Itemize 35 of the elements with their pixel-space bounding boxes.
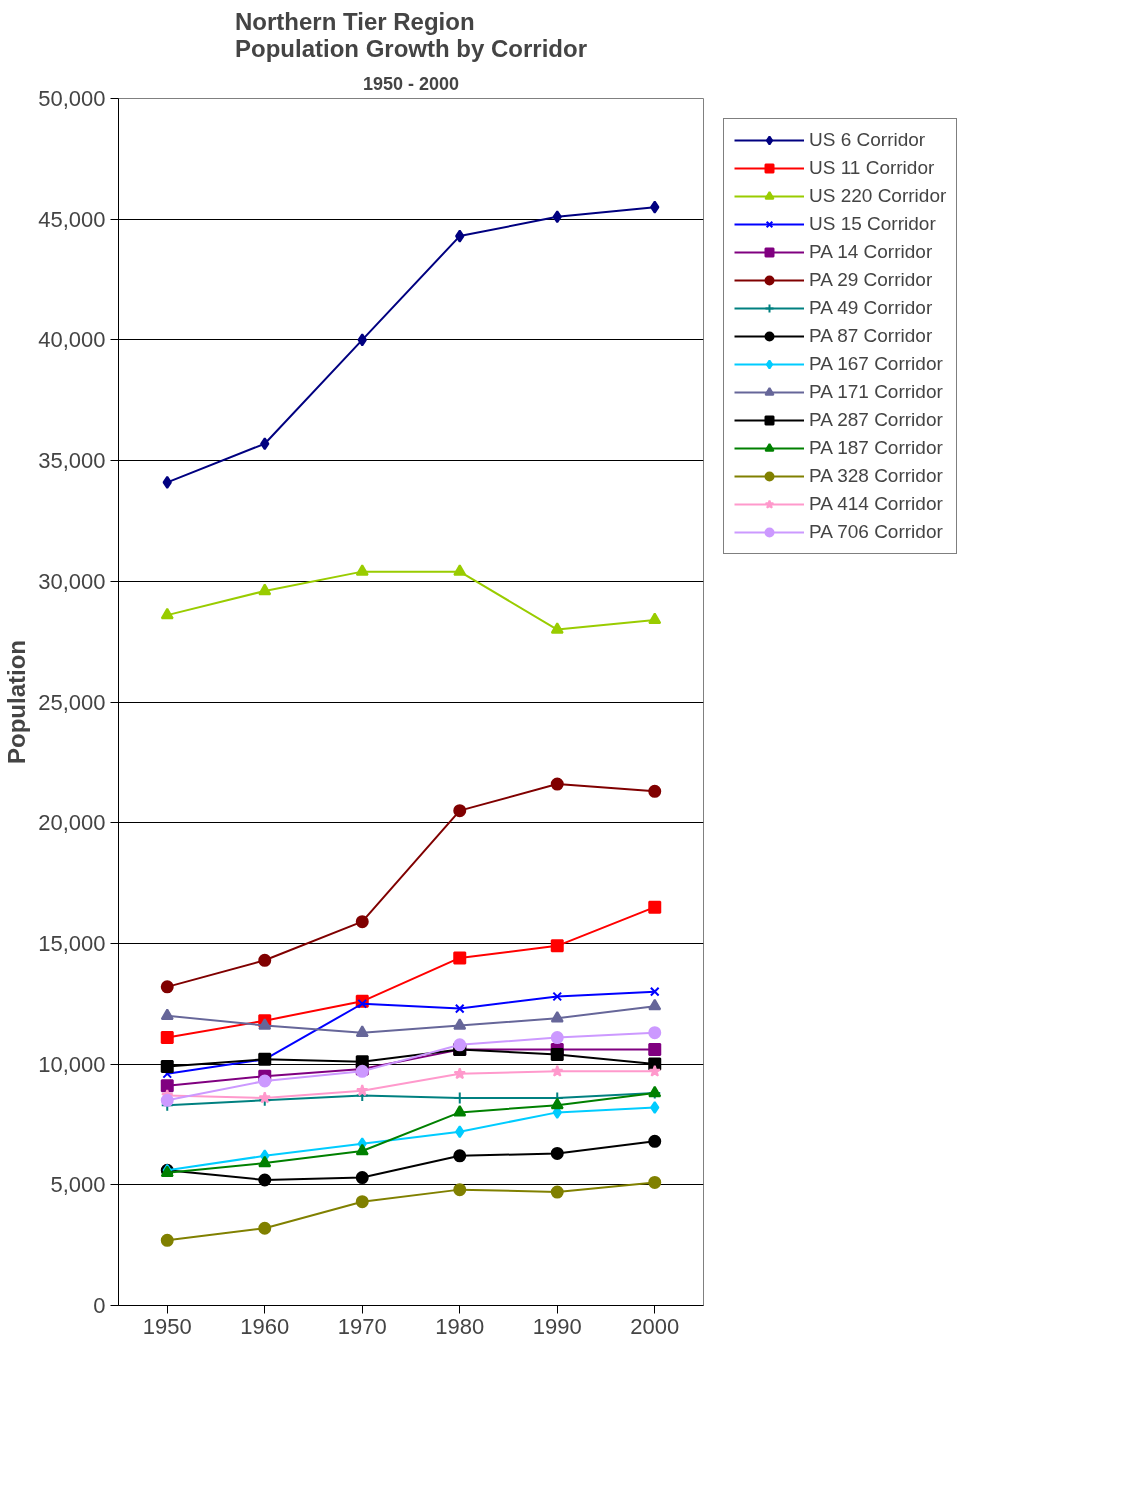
legend-label: US 6 Corridor	[809, 129, 926, 151]
legend-label: PA 87 Corridor	[809, 325, 933, 347]
y-tick-label: 20,000	[38, 810, 106, 836]
x-tick-label: 1960	[240, 1313, 290, 1339]
legend-label: PA 414 Corridor	[809, 493, 943, 515]
legend-label: PA 167 Corridor	[809, 353, 943, 375]
legend-label: PA 287 Corridor	[809, 409, 943, 431]
x-tick-label: 1990	[532, 1313, 582, 1339]
y-tick-label: 0	[93, 1293, 106, 1318]
legend-label: PA 187 Corridor	[809, 437, 943, 459]
legend-label: PA 706 Corridor	[809, 521, 943, 543]
chart-subtitle: 1950 - 2000	[362, 73, 460, 94]
y-tick-label: 30,000	[38, 568, 106, 594]
y-tick-label: 35,000	[38, 448, 106, 474]
y-tick-label: 10,000	[38, 1051, 106, 1077]
legend-label: PA 49 Corridor	[809, 297, 933, 319]
legend-label: PA 14 Corridor	[809, 241, 933, 263]
x-tick-label: 2000	[630, 1313, 680, 1339]
legend-label: US 220 Corridor	[809, 185, 947, 207]
x-tick-label: 1950	[142, 1313, 192, 1339]
chart-title: Northern Tier Region Population Growth by Corridor	[235, 7, 587, 62]
y-tick-label: 15,000	[38, 930, 106, 956]
y-axis-title: Population	[3, 640, 31, 764]
legend-label: US 11 Corridor	[809, 157, 935, 179]
legend-label: PA 29 Corridor	[809, 269, 933, 291]
legend-label: PA 328 Corridor	[809, 465, 943, 487]
legend-label: PA 171 Corridor	[809, 381, 943, 403]
x-tick-label: 1970	[337, 1313, 387, 1339]
y-tick-label: 45,000	[38, 206, 106, 232]
y-tick-label: 40,000	[38, 327, 106, 353]
legend-label: US 15 Corridor	[809, 213, 936, 235]
y-tick-label: 5,000	[50, 1172, 106, 1198]
y-tick-label: 50,000	[38, 86, 106, 111]
y-tick-label: 25,000	[38, 689, 106, 715]
x-tick-label: 1980	[435, 1313, 485, 1339]
